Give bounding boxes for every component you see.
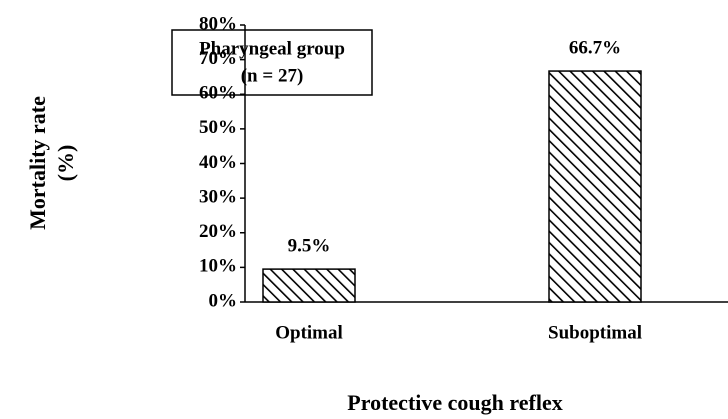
x-tick-label: Suboptimal	[548, 322, 642, 343]
annotation-box	[171, 29, 373, 96]
y-tick-label: 50%	[199, 117, 237, 138]
y-tick-label: 30%	[199, 186, 237, 207]
x-tick-label: Optimal	[275, 322, 343, 343]
y-tick-label: 40%	[199, 152, 237, 173]
value-label: 66.7%	[569, 37, 621, 58]
y-tick-label: 10%	[199, 256, 237, 277]
annotation: Pharyngeal group	[199, 38, 345, 59]
x-axis-label: Protective cough reflex	[347, 390, 562, 415]
y-tick-label: 80%	[199, 13, 237, 34]
y-axis-label: (%)	[53, 145, 78, 182]
y-tick-label: 60%	[199, 83, 237, 104]
bar	[548, 70, 642, 303]
value-label: 9.5%	[288, 235, 331, 256]
y-tick-label: 0%	[209, 290, 238, 311]
y-tick-label: 70%	[199, 48, 237, 69]
annotation: (n = 27)	[241, 65, 304, 86]
y-axis-label: Mortality rate	[25, 96, 50, 230]
y-tick-label: 20%	[199, 221, 237, 242]
bar	[262, 268, 356, 303]
